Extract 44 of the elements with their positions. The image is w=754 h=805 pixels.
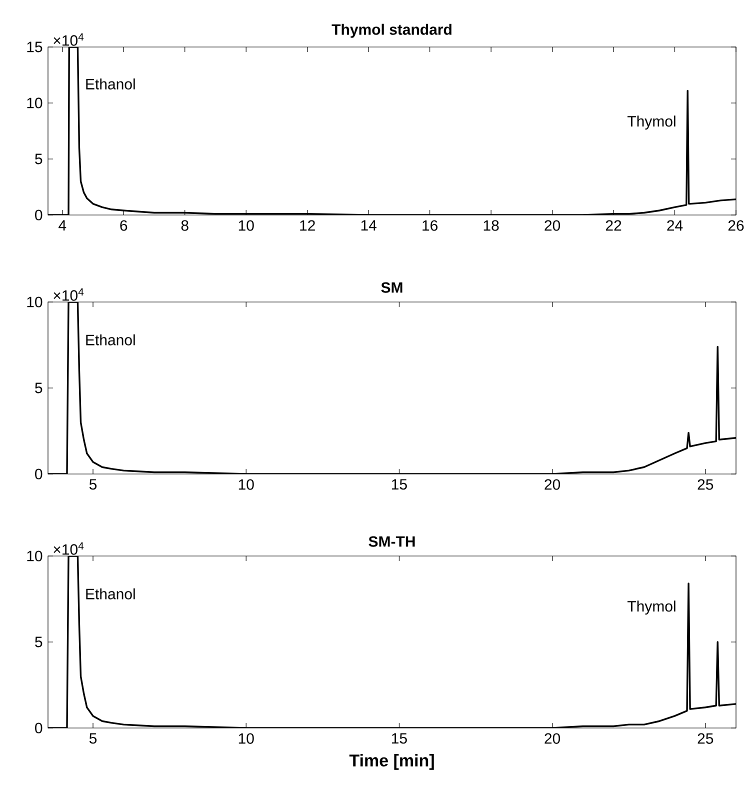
y-tick-label: 5 [35, 636, 42, 648]
x-tick-label: 15 [392, 733, 407, 744]
y-tick-label: 0 [35, 722, 42, 734]
chart-title: SM [381, 282, 402, 293]
y-tick-label: 10 [27, 296, 42, 308]
x-tick-label: 5 [89, 479, 97, 490]
y-tick-label: 10 [27, 98, 42, 108]
x-tick-label: 24 [667, 220, 683, 231]
annotation: Thymol [627, 116, 676, 130]
x-tick-label: 14 [361, 220, 376, 231]
x-tick-label: 10 [238, 479, 254, 490]
x-tick-label: 25 [698, 479, 714, 490]
y-tick-label: 15 [27, 42, 42, 52]
x-tick-label: 4 [58, 220, 66, 231]
text: ×10$^{4}$ [54, 542, 84, 555]
annotation: Ethanol [86, 588, 135, 600]
annotation: Thymol [627, 600, 676, 615]
x-axis-title: Time [min] [349, 754, 434, 770]
text: ×10$^{4}$ [54, 288, 84, 301]
x-tick-label: 25 [698, 733, 714, 744]
y-tick-label: 0 [35, 210, 42, 220]
x-tick-label: 12 [300, 220, 315, 231]
x-tick-label: 18 [484, 220, 499, 231]
y-tick-label: 5 [35, 382, 42, 394]
x-tick-label: 15 [392, 479, 407, 490]
y-tick-label: 10 [27, 550, 42, 562]
x-tick-label: 10 [238, 220, 254, 231]
y-tick-label: 0 [35, 468, 42, 480]
annotation: Ethanol [86, 334, 135, 346]
x-tick-label: 6 [120, 220, 128, 231]
x-tick-label: 5 [89, 733, 97, 744]
x-tick-label: 16 [422, 220, 438, 231]
x-tick-label: 20 [544, 479, 560, 490]
x-tick-label: 26 [728, 220, 744, 231]
chart-title: SM-TH [368, 536, 415, 547]
x-tick-label: 22 [606, 220, 622, 231]
x-tick-label: 10 [238, 733, 254, 744]
chart-title: Thymol standard [332, 24, 452, 38]
x-tick-label: 8 [181, 220, 188, 231]
x-tick-label: 20 [544, 220, 560, 231]
annotation: Ethanol [86, 78, 135, 90]
x-tick-label: 20 [544, 733, 560, 744]
y-tick-label: 5 [35, 154, 42, 164]
text: ×10$^{4}$ [54, 33, 84, 46]
